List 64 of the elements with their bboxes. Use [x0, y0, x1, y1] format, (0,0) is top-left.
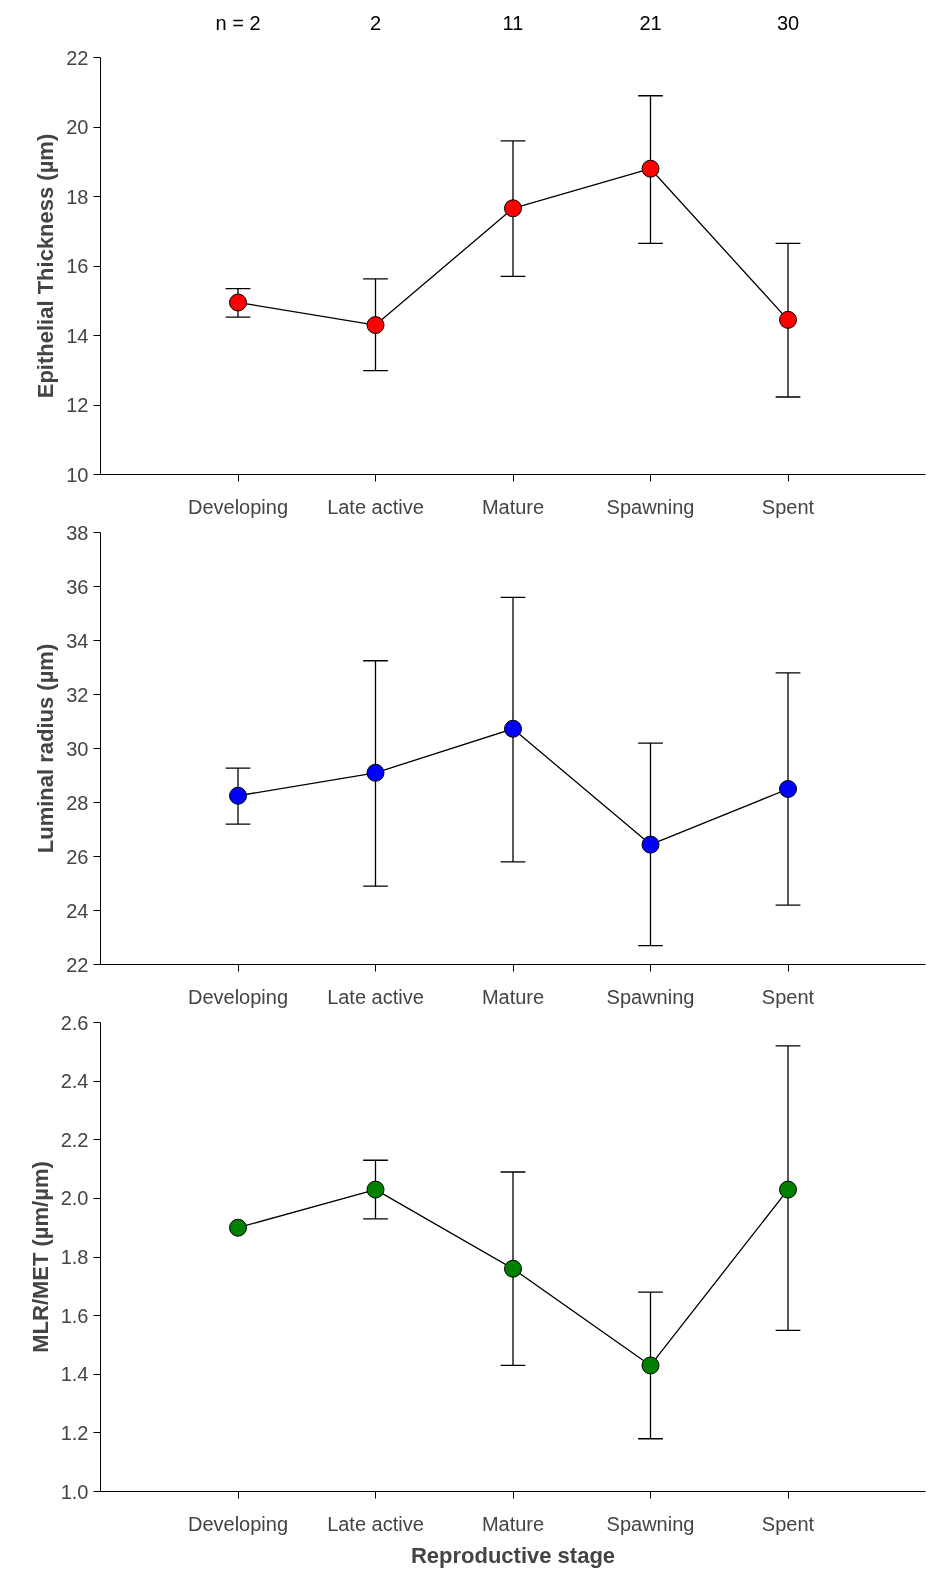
y-tick-label: 20: [66, 116, 89, 138]
y-tick-label: 12: [66, 394, 89, 416]
y-tick-label: 1.0: [60, 1480, 89, 1503]
y-tick-label: 24: [66, 899, 89, 922]
y-axis-title: MLR/MET (µm/µm): [27, 1161, 53, 1353]
y-tick-label: 1.2: [60, 1421, 89, 1444]
text: 11: [502, 12, 524, 34]
x-tick-label: Developing: [187, 1512, 289, 1535]
text: 30: [776, 12, 800, 34]
text: n = 2: [215, 12, 261, 34]
x-tick-label: Spawning: [606, 985, 695, 1008]
y-tick-label: 1.8: [60, 1246, 89, 1268]
point: [641, 835, 660, 854]
y-tick-label: 2.6: [60, 1011, 89, 1034]
x-axis-title: Reproductive stage: [410, 1542, 616, 1568]
y-tick-label: 10: [66, 463, 89, 486]
y-tick-label: 2.2: [60, 1128, 89, 1151]
point: [779, 1180, 797, 1199]
y-tick-label: 14: [66, 324, 89, 347]
y-tick-label: 2.4: [60, 1070, 89, 1093]
x-tick-label: Spent: [761, 1512, 815, 1535]
x-tick-label: Developing: [187, 985, 289, 1008]
point: [229, 786, 247, 805]
x-tick-label: Late active: [327, 495, 424, 518]
point: [366, 763, 385, 782]
point: [504, 719, 522, 738]
y-tick-label: 32: [66, 683, 89, 706]
y-tick-label: 22: [66, 46, 89, 69]
y-axis-title: Luminal radius (µm): [33, 643, 59, 854]
y-tick-label: 30: [66, 737, 89, 760]
y-tick-label: 36: [66, 575, 89, 598]
y-tick-label: 1.4: [60, 1363, 89, 1386]
x-tick-label: Spawning: [606, 1512, 695, 1535]
point: [504, 199, 522, 218]
x-tick-label: Developing: [187, 495, 289, 518]
y-tick-label: 26: [66, 845, 89, 868]
y-tick-label: 28: [66, 791, 89, 814]
x-tick-label: Mature: [481, 985, 545, 1008]
point: [641, 1356, 660, 1375]
x-tick-label: Mature: [481, 1512, 545, 1535]
x-tick-label: Spent: [761, 495, 815, 518]
point: [504, 1259, 522, 1278]
point: [229, 293, 247, 312]
x-tick-label: Mature: [481, 495, 545, 518]
point: [641, 159, 660, 178]
point: [779, 780, 797, 798]
y-axis-title: Epithelial Thickness (µm): [33, 133, 59, 399]
y-tick-label: 16: [66, 255, 89, 277]
point: [779, 310, 797, 329]
point: [229, 1218, 247, 1237]
x-tick-label: Late active: [327, 985, 424, 1008]
y-tick-label: 1.6: [60, 1304, 89, 1327]
text: 2: [369, 12, 382, 34]
text: 21: [639, 12, 662, 34]
y-tick-label: 18: [66, 185, 89, 208]
y-tick-label: 34: [66, 629, 89, 652]
point: [366, 1180, 385, 1199]
point: [366, 316, 385, 335]
x-tick-label: Spent: [761, 985, 815, 1008]
y-tick-label: 2.0: [60, 1187, 89, 1210]
x-tick-label: Spawning: [606, 495, 695, 518]
y-tick-label: 22: [66, 953, 89, 976]
x-tick-label: Late active: [327, 1512, 424, 1535]
y-tick-label: 38: [66, 521, 89, 544]
